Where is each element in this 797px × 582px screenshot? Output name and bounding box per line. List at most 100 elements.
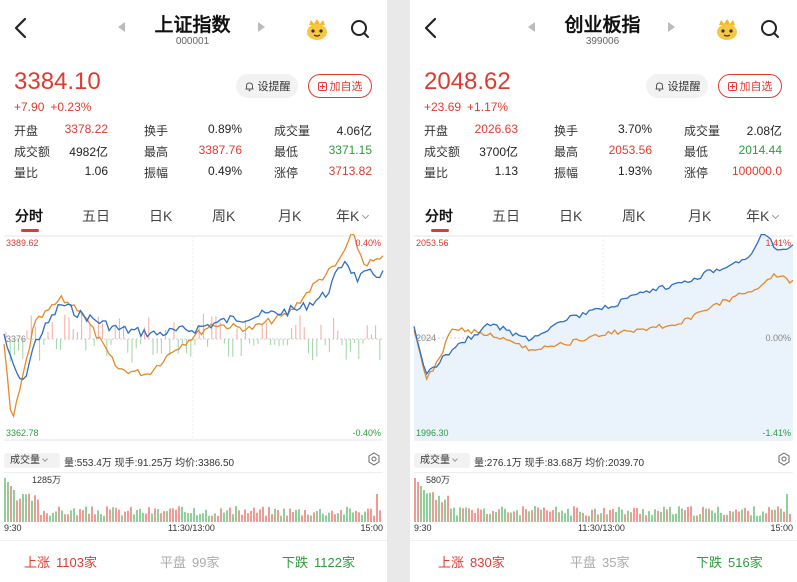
tab-monthly-k[interactable]: 月K (278, 208, 302, 224)
back-arrow-icon[interactable] (10, 14, 34, 42)
volume-bar (696, 515, 698, 522)
volume-chart[interactable]: 1285万 (0, 472, 387, 522)
volume-bar (328, 512, 330, 522)
volume-bar (256, 512, 258, 522)
next-index-arrow-icon[interactable] (258, 22, 265, 32)
tab-yearly-k[interactable]: 年K (336, 206, 370, 226)
time-open: 9:30 (4, 523, 22, 533)
time-midday: 11:30/13:00 (578, 523, 625, 533)
volume-bar (621, 509, 623, 522)
volume-bar (522, 506, 524, 522)
volume-bar (139, 508, 141, 522)
volume-bar (528, 511, 530, 522)
volume-select-label: 成交量 (420, 455, 450, 466)
volume-bar (561, 510, 563, 522)
volume-bar (133, 514, 135, 522)
volume-bar (136, 509, 138, 522)
volume-bar (633, 507, 635, 522)
volume-bar (648, 511, 650, 522)
tab-intraday[interactable]: 分时 (15, 208, 43, 224)
volume-bar (459, 507, 461, 522)
volume-bar (19, 498, 21, 522)
tab-weekly-k[interactable]: 周K (212, 208, 236, 224)
volume-bar (265, 515, 267, 522)
volume-bar (420, 486, 422, 522)
back-arrow-icon[interactable] (420, 14, 444, 42)
stats-row: 量比 1.06 振幅 0.49% 涨停 3713.82 (14, 164, 374, 184)
add-watchlist-button[interactable]: 加自选 (308, 74, 372, 98)
volume-bar (175, 509, 177, 522)
volume-bar (199, 513, 201, 522)
volume-bar (379, 510, 381, 522)
mascot-icon[interactable] (714, 16, 740, 42)
index-code: 399006 (585, 36, 620, 47)
settings-icon[interactable] (367, 452, 381, 466)
tab-monthly-k[interactable]: 月K (688, 208, 712, 224)
volume-max-label: 580万 (426, 475, 450, 485)
next-index-arrow-icon[interactable] (668, 22, 675, 32)
header: 创业板指 399006 (410, 0, 797, 58)
stat-label: 量比 (14, 166, 39, 180)
tab-five-day[interactable]: 五日 (82, 208, 110, 224)
decliners[interactable]: 下跌 516家 (696, 552, 763, 571)
advancers[interactable]: 上涨 1103家 (24, 552, 97, 571)
prev-index-arrow-icon[interactable] (528, 22, 535, 32)
volume-bar (666, 509, 668, 522)
intraday-chart[interactable]: 3389.62 3376 3362.78 0.40% -0.40% (0, 234, 387, 444)
volume-bar (642, 509, 644, 522)
volume-indicator-select[interactable]: 成交量 (414, 453, 470, 468)
tab-daily-k[interactable]: 日K (559, 208, 583, 224)
market-breadth: 上涨 830家 平盘 35家 下跌 516家 (410, 540, 797, 580)
add-watchlist-button[interactable]: 加自选 (718, 74, 782, 98)
volume-indicator-select[interactable]: 成交量 (4, 453, 60, 468)
volume-bar (519, 515, 521, 522)
set-alert-button[interactable]: 设提醒 (236, 74, 298, 98)
volume-bar (573, 506, 575, 522)
volume-bar (558, 512, 560, 522)
intraday-chart[interactable]: 2053.56 2024 1996.30 1.41% 0.00% -1.41% (410, 234, 797, 444)
pct-top-label: 1.41% (765, 238, 791, 248)
tab-five-day[interactable]: 五日 (492, 208, 520, 224)
volume-bar (606, 514, 608, 522)
volume-bar (250, 510, 252, 522)
tab-weekly-k[interactable]: 周K (622, 208, 646, 224)
pct-bottom-label: -1.41% (762, 428, 791, 438)
volume-bar (786, 494, 788, 522)
volume-bar (220, 508, 222, 522)
unchanged[interactable]: 平盘 99家 (160, 552, 219, 571)
decliners[interactable]: 下跌 1122家 (282, 552, 355, 571)
prev-index-arrow-icon[interactable] (118, 22, 125, 32)
unchanged[interactable]: 平盘 35家 (570, 552, 629, 571)
volume-bar (657, 510, 659, 522)
volume-bar (178, 506, 180, 522)
advancers[interactable]: 上涨 830家 (438, 552, 505, 571)
volume-bar (313, 512, 315, 522)
tab-yearly-k[interactable]: 年K (746, 206, 780, 226)
volume-bar (298, 509, 300, 522)
volume-bar (447, 495, 449, 522)
mascot-icon[interactable] (304, 16, 330, 42)
volume-bar (70, 510, 72, 522)
set-alert-label: 设提醒 (667, 81, 701, 93)
tab-intraday[interactable]: 分时 (425, 208, 453, 224)
stats-row: 开盘 3378.22 换手 0.89% 成交量 4.06亿 (14, 122, 374, 142)
volume-bar (373, 515, 375, 522)
stat-label: 成交额 (424, 145, 461, 159)
volume-bar (4, 478, 6, 522)
search-icon[interactable] (349, 18, 371, 40)
volume-bar (753, 506, 755, 522)
settings-icon[interactable] (777, 452, 791, 466)
search-icon[interactable] (759, 18, 781, 40)
volume-bar (543, 507, 545, 522)
header: 上证指数 000001 (0, 0, 387, 58)
set-alert-button[interactable]: 设提醒 (646, 74, 708, 98)
volume-bar (612, 509, 614, 522)
volume-bar (513, 511, 515, 522)
volume-bar (121, 515, 123, 522)
volume-bar (438, 495, 440, 522)
volume-bar (435, 499, 437, 522)
tab-daily-k[interactable]: 日K (149, 208, 173, 224)
volume-bar (645, 515, 647, 522)
volume-bar (166, 511, 168, 522)
volume-chart[interactable]: 580万 (410, 472, 797, 522)
